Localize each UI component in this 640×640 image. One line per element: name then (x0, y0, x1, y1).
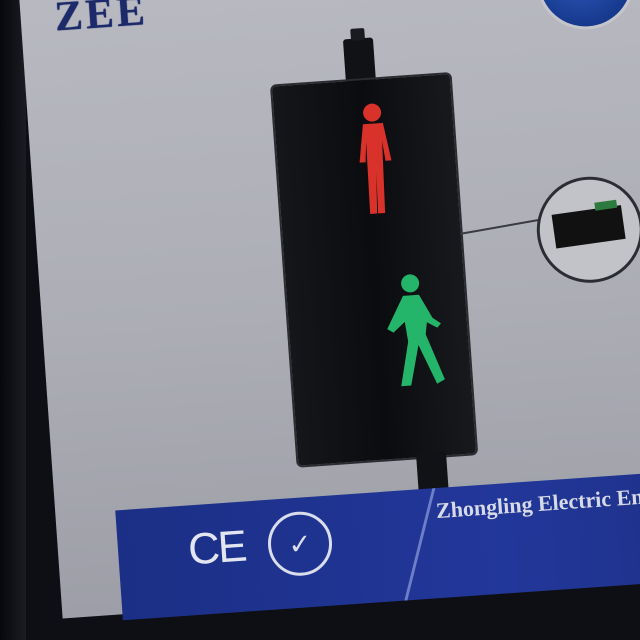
callout-leader-line (460, 218, 544, 235)
circuit-board-icon (533, 173, 640, 287)
standing-man-icon (339, 99, 411, 219)
walking-man-icon (372, 270, 460, 395)
footer-band: CE ✓ Zhongling Electric Engine (115, 465, 640, 621)
background-edge (0, 0, 26, 640)
warranty-badge: 200 (536, 0, 635, 30)
company-name: Zhongling Electric Engine (435, 480, 640, 524)
brand-logo: ZEE (53, 0, 150, 41)
band-divider (404, 488, 436, 601)
ce-mark: CE (186, 521, 247, 575)
checkmark-certification-icon: ✓ (265, 509, 335, 578)
product-box: ZEE ™ 200 (18, 0, 640, 621)
top-mount-bracket (342, 37, 376, 84)
